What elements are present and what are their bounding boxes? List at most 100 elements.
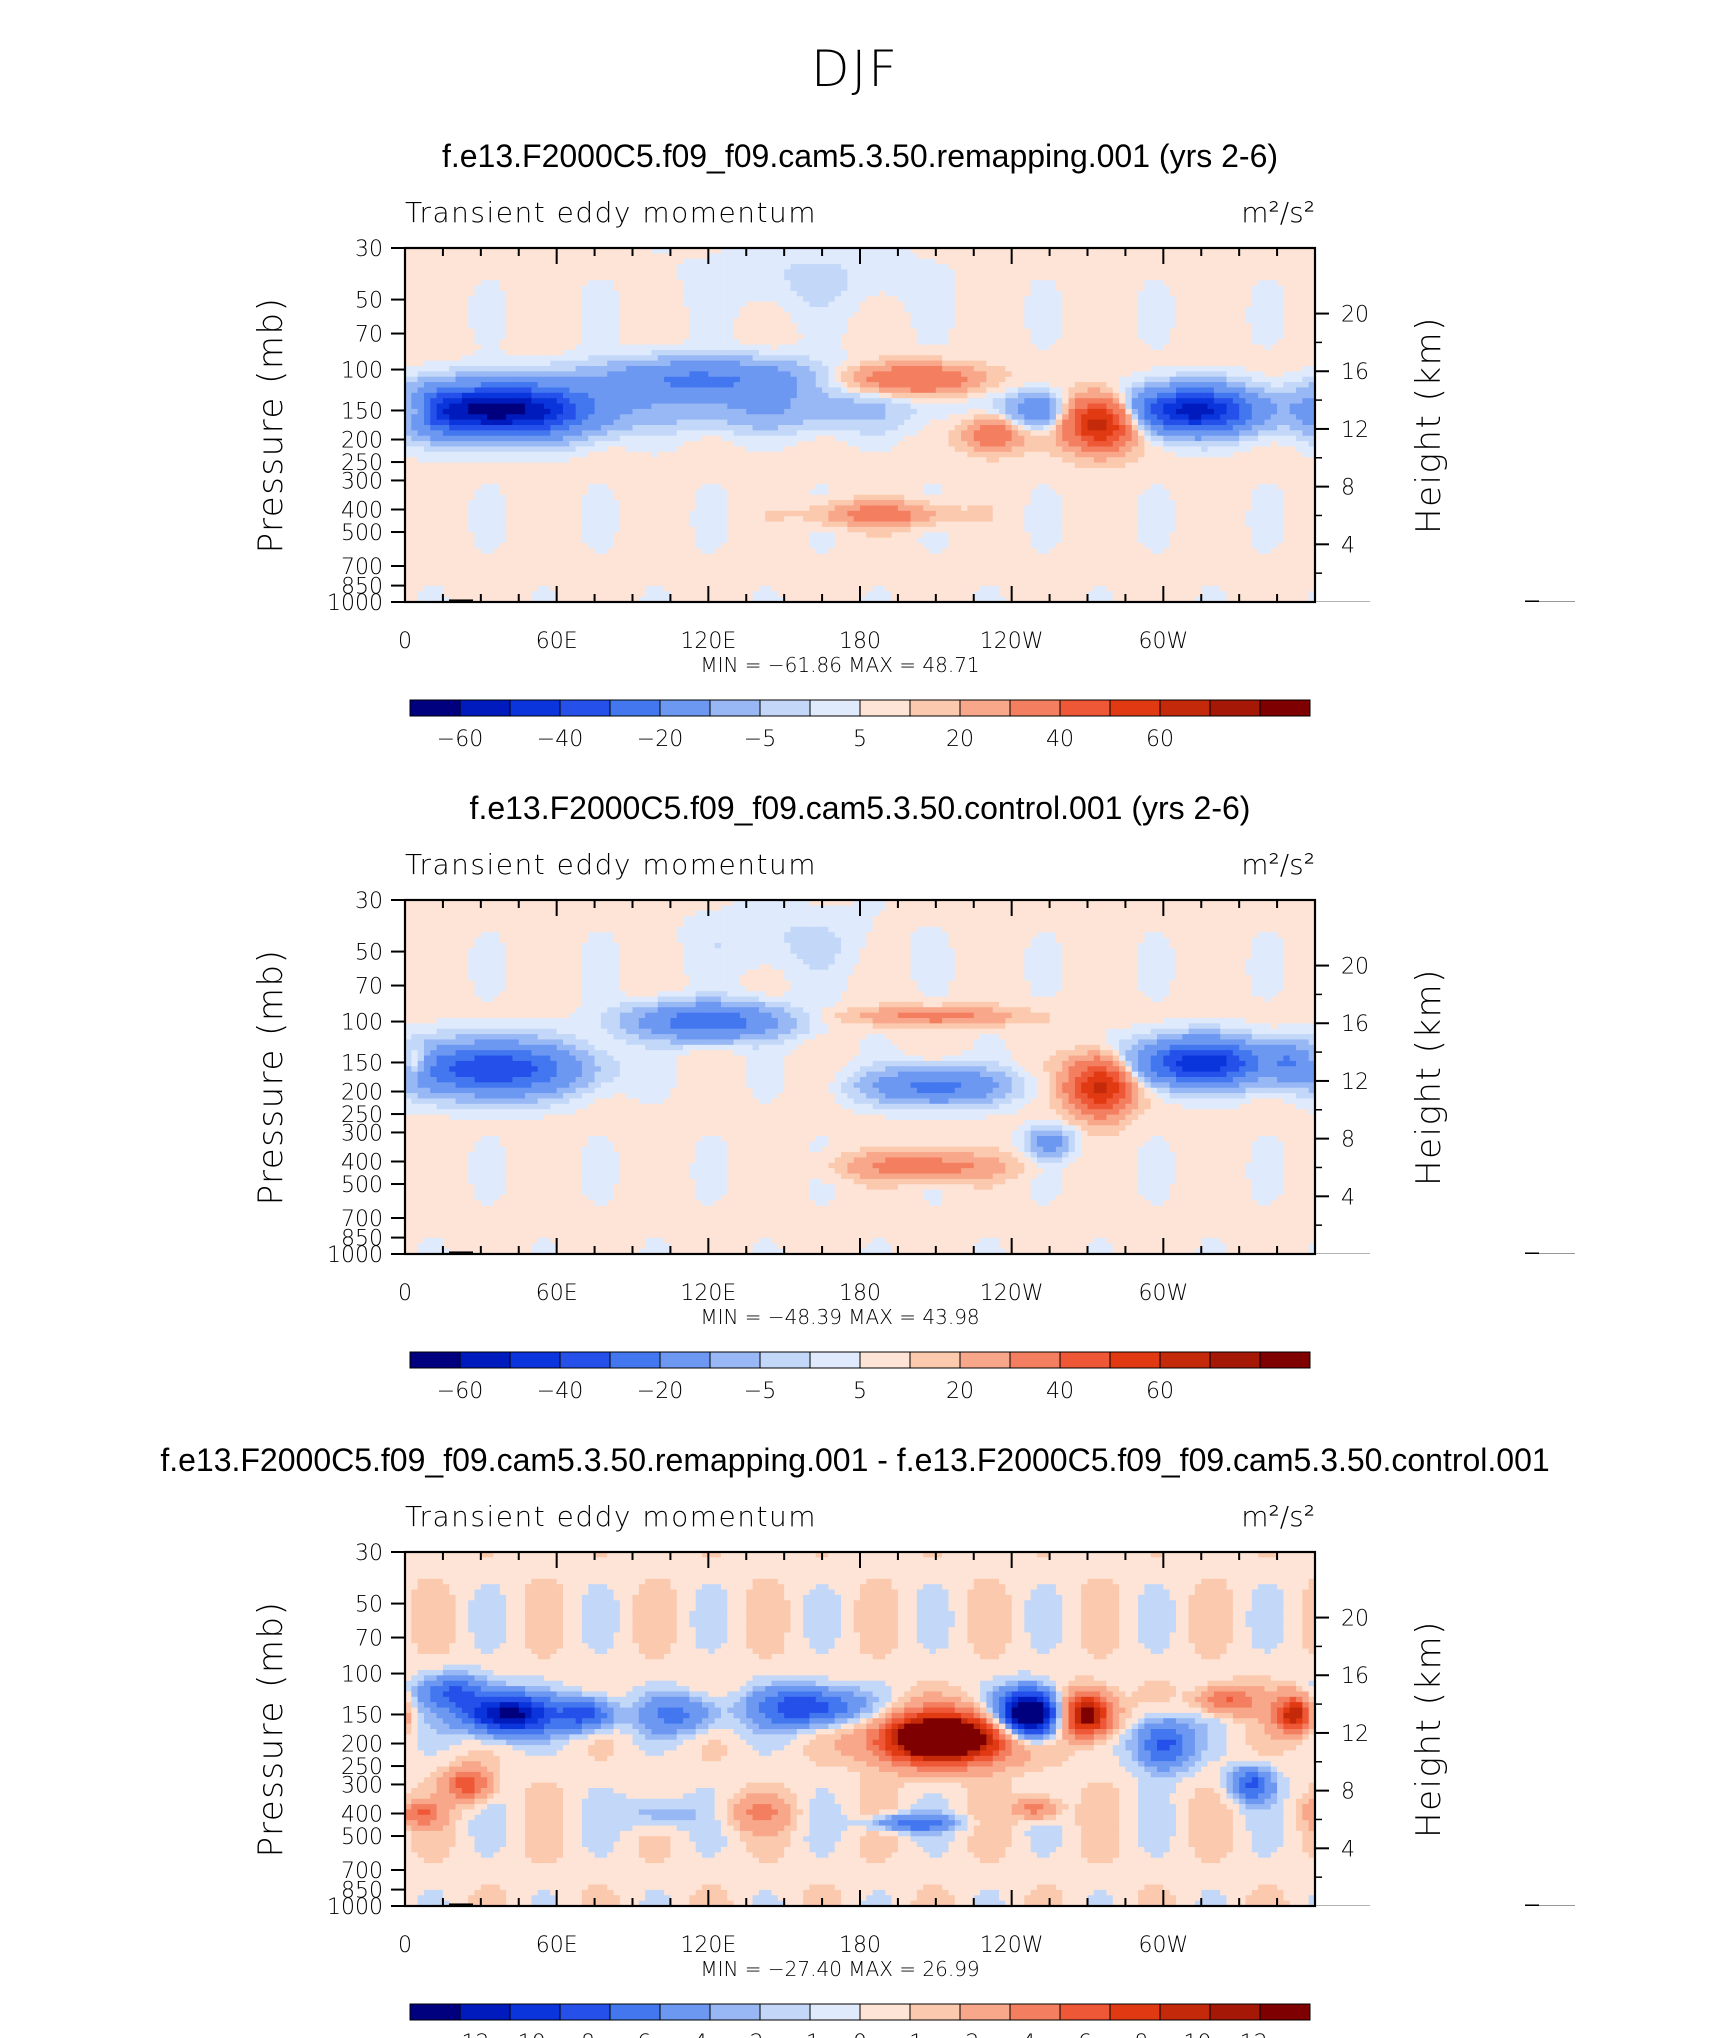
contour-cell — [1050, 318, 1057, 324]
contour-cell — [1081, 366, 1088, 372]
contour-cell — [822, 425, 829, 431]
contour-cell — [879, 334, 886, 340]
contour-cell — [986, 371, 993, 377]
contour-cell — [1088, 259, 1095, 265]
contour-cell — [1144, 409, 1151, 415]
contour-cell — [1170, 387, 1177, 393]
contour-cell — [544, 350, 551, 356]
contour-cell — [582, 361, 589, 367]
contour-cell — [841, 259, 848, 265]
contour-cell — [1277, 328, 1284, 334]
contour-cell — [942, 318, 949, 324]
contour-cell — [430, 312, 437, 318]
contour-cell — [481, 264, 488, 270]
contour-cell — [1151, 377, 1158, 383]
contour-cell — [955, 366, 962, 372]
contour-cell — [418, 307, 425, 313]
contour-cell — [1119, 302, 1126, 308]
contour-cell — [1157, 280, 1164, 286]
contour-cell — [1189, 414, 1196, 420]
contour-cell — [1163, 420, 1170, 426]
contour-cell — [525, 275, 532, 281]
contour-cell — [418, 323, 425, 329]
contour-cell — [1018, 339, 1025, 345]
contour-cell — [816, 259, 823, 265]
contour-cell — [904, 361, 911, 367]
contour-cell — [639, 366, 646, 372]
contour-cell — [948, 393, 955, 399]
contour-cell — [563, 398, 570, 404]
contour-cell — [1132, 398, 1139, 404]
contour-cell — [715, 409, 722, 415]
contour-cell — [1271, 323, 1278, 329]
contour-cell — [1024, 264, 1031, 270]
contour-cell — [1302, 393, 1309, 399]
contour-cell — [557, 280, 564, 286]
contour-cell — [1245, 414, 1252, 420]
contour-cell — [816, 425, 823, 431]
contour-cell — [1201, 302, 1208, 308]
contour-cell — [961, 409, 968, 415]
contour-cell — [721, 323, 728, 329]
contour-cell — [1220, 361, 1227, 367]
contour-cell — [765, 430, 772, 436]
contour-cell — [1119, 334, 1126, 340]
contour-cell — [1271, 302, 1278, 308]
contour-cell — [588, 269, 595, 275]
contour-cell — [582, 339, 589, 345]
contour-cell — [892, 280, 899, 286]
contour-cell — [614, 312, 621, 318]
contour-cell — [576, 409, 583, 415]
contour-cell — [1024, 377, 1031, 383]
contour-cell — [1050, 269, 1057, 275]
contour-cell — [1125, 350, 1132, 356]
contour-cell — [443, 286, 450, 292]
contour-cell — [582, 425, 589, 431]
contour-cell — [942, 302, 949, 308]
contour-cell — [588, 366, 595, 372]
contour-cell — [645, 253, 652, 259]
contour-cell — [493, 361, 500, 367]
contour-cell — [930, 393, 937, 399]
contour-cell — [911, 366, 918, 372]
contour-cell — [1214, 404, 1221, 410]
contour-cell — [1037, 269, 1044, 275]
contour-cell — [468, 318, 475, 324]
contour-cell — [418, 425, 425, 431]
contour-cell — [1075, 409, 1082, 415]
contour-cell — [601, 264, 608, 270]
contour-cell — [993, 404, 1000, 410]
contour-cell — [544, 393, 551, 399]
contour-cell — [873, 259, 880, 265]
contour-cell — [582, 296, 589, 302]
contour-cell — [734, 286, 741, 292]
contour-cell — [980, 371, 987, 377]
contour-cell — [664, 275, 671, 281]
contour-cell — [1189, 318, 1196, 324]
contour-cell — [626, 398, 633, 404]
contour-cell — [519, 398, 526, 404]
contour-cell — [1290, 371, 1297, 377]
contour-cell — [917, 269, 924, 275]
contour-cell — [721, 371, 728, 377]
contour-cell — [449, 307, 456, 313]
contour-cell — [772, 286, 779, 292]
contour-cell — [1043, 382, 1050, 388]
contour-cell — [569, 398, 576, 404]
contour-cell — [1113, 350, 1120, 356]
contour-cell — [1138, 334, 1145, 340]
contour-cell — [1290, 318, 1297, 324]
contour-cell — [493, 430, 500, 436]
contour-cell — [664, 307, 671, 313]
contour-cell — [595, 430, 602, 436]
contour-cell — [430, 371, 437, 377]
contour-cell — [481, 253, 488, 259]
contour-cell — [1113, 355, 1120, 361]
contour-cell — [930, 339, 937, 345]
contour-cell — [784, 296, 791, 302]
contour-cell — [531, 366, 538, 372]
contour-cell — [670, 339, 677, 345]
contour-cell — [418, 259, 425, 265]
contour-cell — [557, 312, 564, 318]
contour-cell — [1012, 345, 1019, 351]
